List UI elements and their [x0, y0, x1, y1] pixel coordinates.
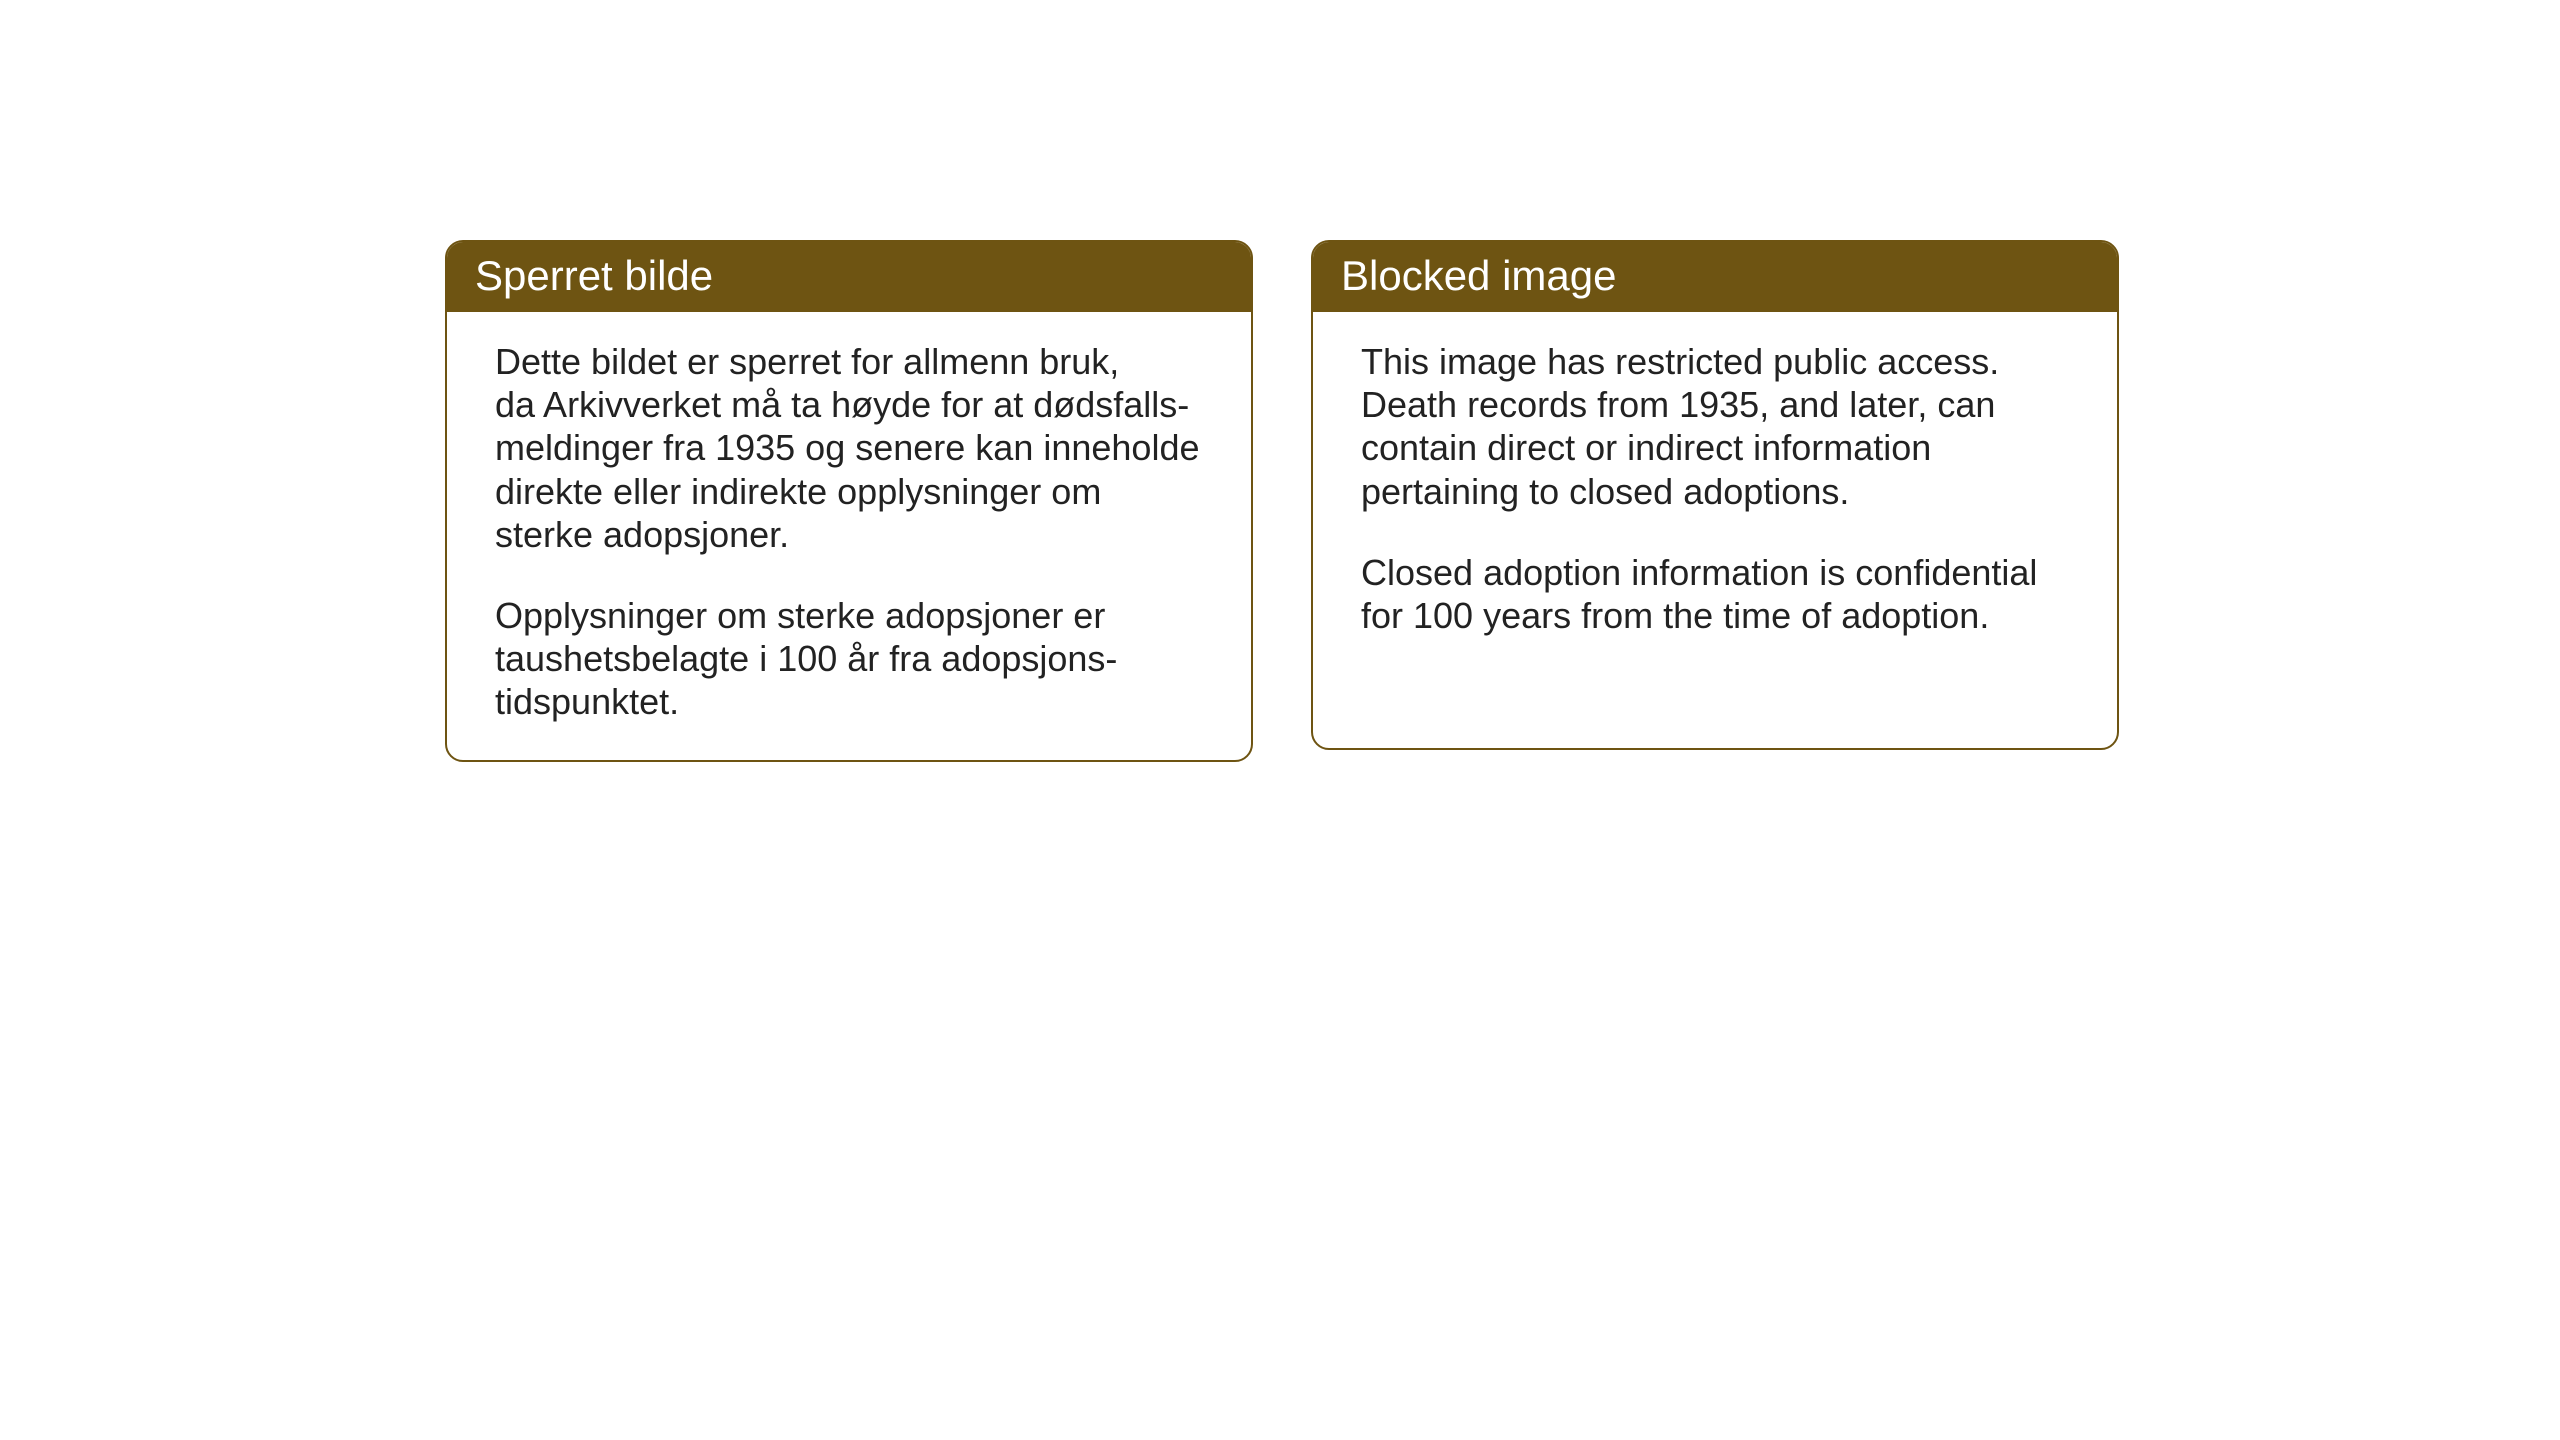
- norwegian-info-card: Sperret bilde Dette bildet er sperret fo…: [445, 240, 1253, 762]
- norwegian-card-title: Sperret bilde: [447, 242, 1251, 312]
- english-paragraph-1: This image has restricted public access.…: [1361, 340, 2069, 513]
- english-info-card: Blocked image This image has restricted …: [1311, 240, 2119, 750]
- norwegian-paragraph-1: Dette bildet er sperret for allmenn bruk…: [495, 340, 1203, 556]
- english-card-body: This image has restricted public access.…: [1313, 312, 2117, 673]
- english-paragraph-2: Closed adoption information is confident…: [1361, 551, 2069, 637]
- info-cards-container: Sperret bilde Dette bildet er sperret fo…: [445, 240, 2119, 762]
- english-card-title: Blocked image: [1313, 242, 2117, 312]
- norwegian-paragraph-2: Opplysninger om sterke adopsjoner er tau…: [495, 594, 1203, 724]
- norwegian-card-body: Dette bildet er sperret for allmenn bruk…: [447, 312, 1251, 760]
